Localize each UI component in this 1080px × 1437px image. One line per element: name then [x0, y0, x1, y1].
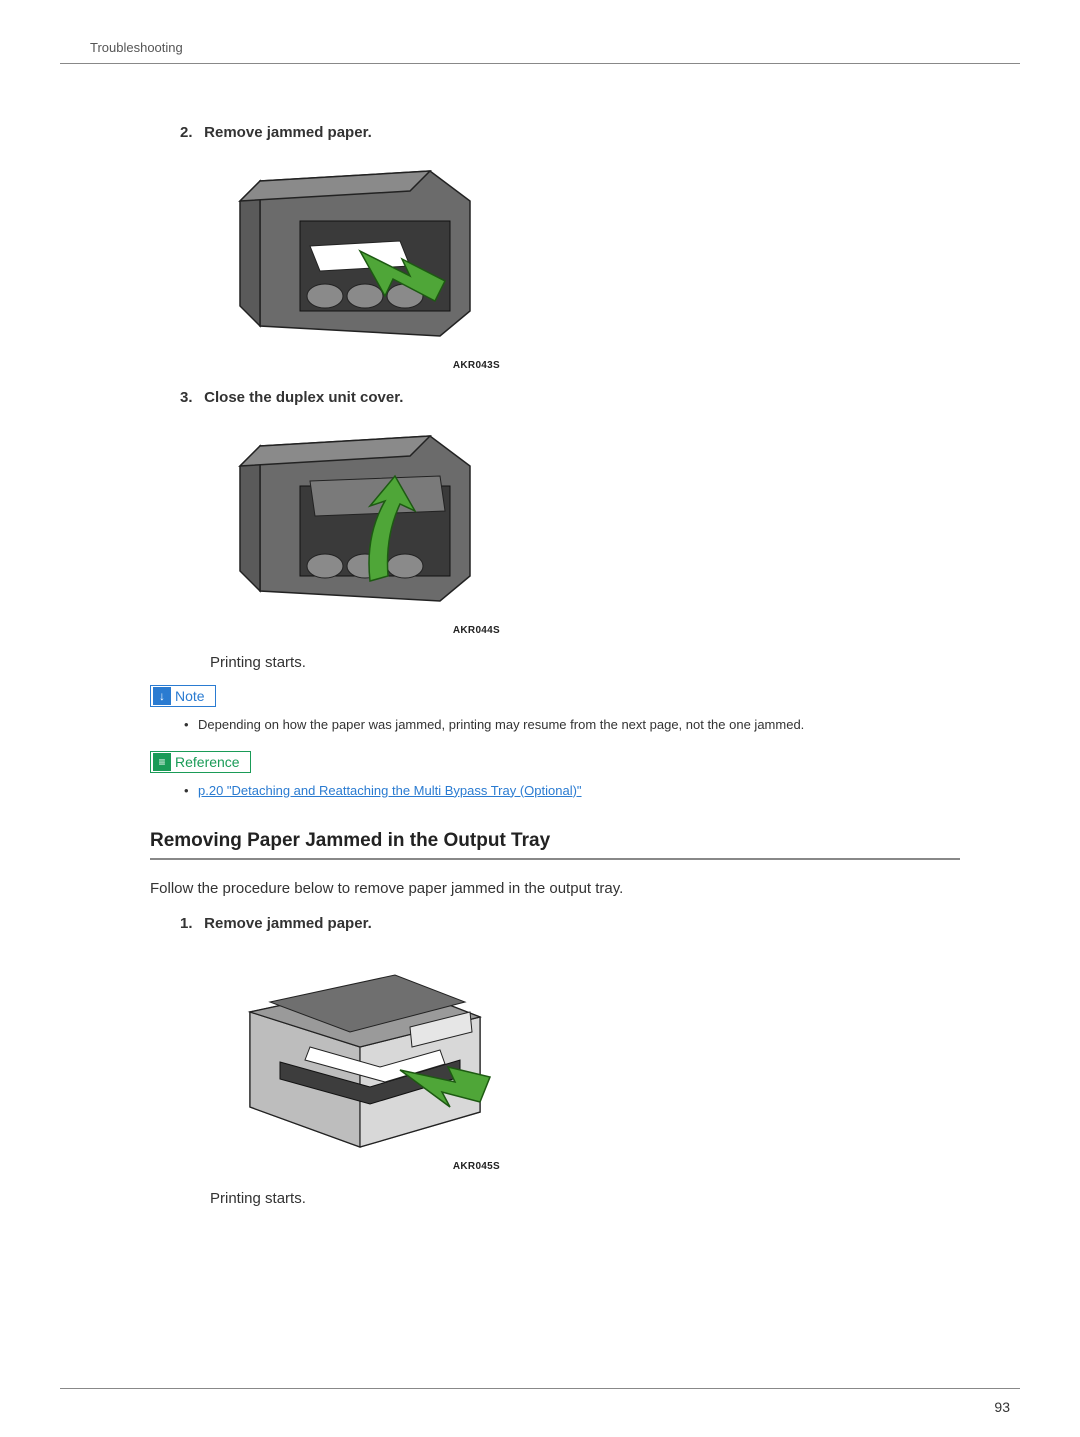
- content-area: 2. Remove jammed paper.: [60, 124, 1020, 1207]
- reference-badge: ≡ Reference: [150, 751, 251, 773]
- step-b1-label: 1. Remove jammed paper.: [180, 915, 960, 932]
- step-b1-num: 1.: [180, 915, 200, 932]
- step-3-num: 3.: [180, 389, 200, 406]
- note-item: Depending on how the paper was jammed, p…: [180, 715, 960, 735]
- printer-open-icon: [210, 151, 510, 351]
- step-b1-illustration: AKR045S: [210, 942, 960, 1172]
- header-rule: [60, 63, 1020, 64]
- step-2-label: 2. Remove jammed paper.: [180, 124, 960, 141]
- section-intro: Follow the procedure below to remove pap…: [150, 880, 960, 897]
- step-3-img-code: AKR044S: [210, 625, 510, 636]
- step-2-num: 2.: [180, 124, 200, 141]
- note-callout: ↓ Note: [150, 685, 960, 707]
- step-2-img-code: AKR043S: [210, 360, 510, 371]
- step-2: 2. Remove jammed paper.: [180, 124, 960, 371]
- printing-starts-a: Printing starts.: [210, 654, 960, 671]
- page-number: 93: [994, 1399, 1010, 1415]
- note-badge: ↓ Note: [150, 685, 216, 707]
- header-section: Troubleshooting: [60, 40, 1020, 63]
- step-3: 3. Close the duplex unit cover.: [180, 389, 960, 636]
- note-list: Depending on how the paper was jammed, p…: [180, 715, 960, 735]
- down-arrow-icon: ↓: [153, 687, 171, 705]
- printing-starts-b: Printing starts.: [210, 1190, 960, 1207]
- reference-label: Reference: [175, 754, 240, 770]
- printer-close-icon: [210, 416, 510, 616]
- section-rule: [150, 858, 960, 860]
- step-b1: 1. Remove jammed paper.: [180, 915, 960, 1172]
- reference-link[interactable]: p.20 "Detaching and Reattaching the Mult…: [198, 783, 582, 798]
- step-b1-title: Remove jammed paper.: [204, 915, 372, 932]
- step-3-title: Close the duplex unit cover.: [204, 389, 403, 406]
- step-3-illustration: AKR044S: [210, 416, 960, 636]
- page: Troubleshooting 2. Remove jammed paper.: [0, 0, 1080, 1437]
- step-2-illustration: AKR043S: [210, 151, 960, 371]
- reference-item: p.20 "Detaching and Reattaching the Mult…: [180, 781, 960, 801]
- reference-callout: ≡ Reference: [150, 751, 960, 773]
- step-3-label: 3. Close the duplex unit cover.: [180, 389, 960, 406]
- doc-icon: ≡: [153, 753, 171, 771]
- printer-output-icon: [210, 942, 510, 1152]
- step-2-title: Remove jammed paper.: [204, 124, 372, 141]
- footer-rule: [60, 1388, 1020, 1389]
- reference-list: p.20 "Detaching and Reattaching the Mult…: [180, 781, 960, 801]
- section-heading: Removing Paper Jammed in the Output Tray: [150, 830, 960, 852]
- step-b1-img-code: AKR045S: [210, 1161, 510, 1172]
- note-label: Note: [175, 688, 205, 704]
